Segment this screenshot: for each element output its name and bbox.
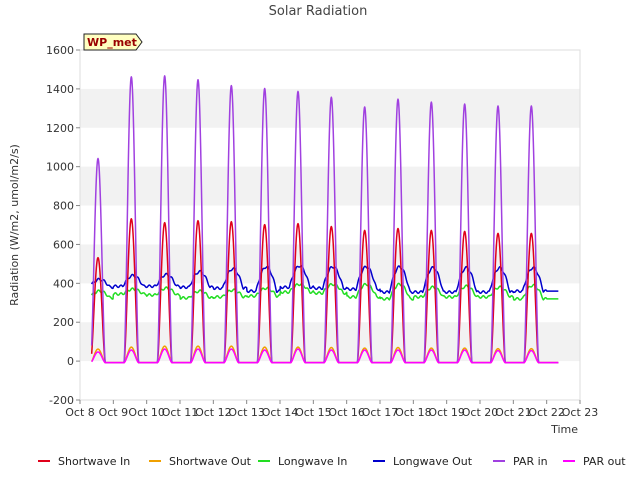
legend: Shortwave In Shortwave Out Longwave In Long…: [38, 455, 626, 468]
x-tick-label: Oct 9: [99, 406, 129, 419]
y-tick-label: 1600: [46, 44, 74, 57]
grid-band: [80, 166, 580, 206]
legend-label: Shortwave In: [58, 455, 130, 468]
y-tick-label: 1000: [46, 161, 74, 174]
grid-band: [80, 322, 580, 362]
x-tick-label: Oct 18: [395, 406, 432, 419]
plot-frame: [79, 49, 581, 401]
x-tick-label: Oct 23: [562, 406, 599, 419]
x-tick-label: Oct 16: [328, 406, 365, 419]
y-tick-label: 800: [53, 200, 74, 213]
chart-title: Solar Radiation: [269, 4, 368, 19]
x-tick-label: Oct 17: [362, 406, 399, 419]
y-tick-label: 1400: [46, 83, 74, 96]
legend-label: PAR out: [583, 455, 626, 468]
grid-band: [80, 244, 580, 284]
legend-label: Longwave In: [278, 455, 347, 468]
legend-label: Shortwave Out: [169, 455, 252, 468]
y-axis-label: Radiation (W/m2, umol/m2/s): [8, 144, 21, 306]
x-tick-label: Oct 22: [528, 406, 565, 419]
series-line-par-out: [91, 348, 559, 364]
y-tick-label: 0: [67, 355, 74, 368]
legend-label: PAR in: [513, 455, 548, 468]
x-tick-label: Oct 20: [462, 406, 499, 419]
x-tick-label: Oct 8: [65, 406, 95, 419]
x-tick-label: Oct 14: [262, 406, 299, 419]
x-tick-label: Oct 11: [162, 406, 199, 419]
x-tick-label: Oct 15: [295, 406, 332, 419]
y-tick-label: -200: [49, 394, 74, 407]
legend-label: Longwave Out: [393, 455, 473, 468]
y-tick-label: 600: [53, 238, 74, 251]
y-ticks: -200 0 200 400 600 800 1000 1200 1400 1600: [46, 44, 80, 407]
station-badge-label: WP_met: [87, 36, 137, 49]
y-tick-label: 400: [53, 277, 74, 290]
station-badge: WP_met: [83, 33, 143, 51]
y-tick-label: 200: [53, 316, 74, 329]
y-tick-label: 1200: [46, 122, 74, 135]
x-tick-label: Oct 21: [495, 406, 532, 419]
series-lines: [90, 75, 559, 364]
x-tick-label: Oct 13: [228, 406, 265, 419]
x-tick-label: Oct 10: [128, 406, 165, 419]
x-tick-label: Oct 12: [195, 406, 232, 419]
x-tick-label: Oct 19: [428, 406, 465, 419]
station-badge-box: [83, 33, 143, 51]
x-axis-label: Time: [550, 423, 578, 436]
